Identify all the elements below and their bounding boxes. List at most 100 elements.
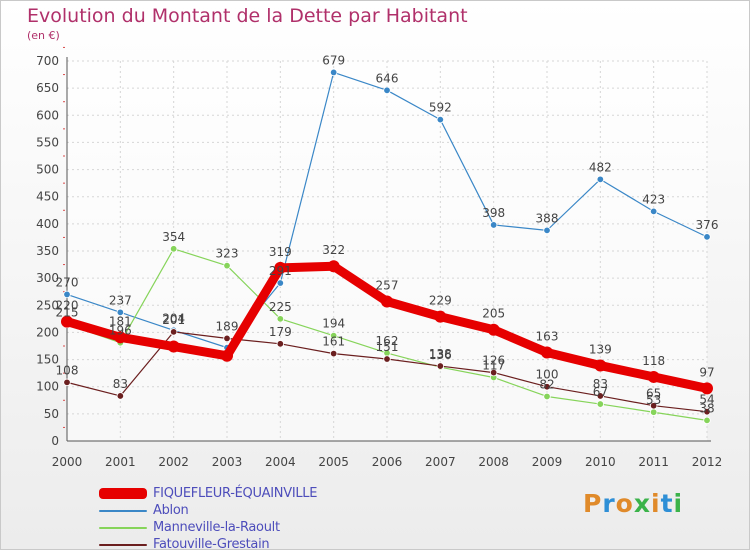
data-point-fatouville-grestain xyxy=(169,328,178,336)
y-tick-label: 650 xyxy=(36,81,59,95)
legend-swatch-ablon xyxy=(99,509,147,512)
legend-item-fatouville: Fatouville-Grestain xyxy=(99,536,317,553)
data-point-fatouville-grestain xyxy=(63,378,71,387)
data-label-fatouville-grestain: 179 xyxy=(269,325,292,339)
x-tick-label: 2007 xyxy=(425,455,456,469)
data-point-manneville-la-raoult xyxy=(329,331,338,340)
data-label-fiquefleur-e-quainville: 118 xyxy=(642,354,665,368)
data-point-ablon xyxy=(543,226,551,235)
data-label-manneville-la-raoult: 136 xyxy=(429,348,452,362)
data-label-fatouville-grestain: 108 xyxy=(56,363,79,377)
x-tick-label: 2003 xyxy=(212,455,243,469)
data-point-fiquefleur-e-quainville xyxy=(167,340,180,353)
legend-label-manneville: Manneville-la-Raoult xyxy=(153,519,280,535)
data-label-ablon: 592 xyxy=(429,101,452,115)
y-tick-label: 150 xyxy=(36,353,59,367)
logo-letter: o xyxy=(615,489,634,518)
y-tick-label: 300 xyxy=(36,271,59,285)
data-point-manneville-la-raoult xyxy=(169,245,178,253)
data-label-manneville-la-raoult: 196 xyxy=(109,324,132,338)
data-point-fatouville-grestain xyxy=(489,368,498,377)
y-tick-label: 50 xyxy=(44,407,59,421)
y-tick-label: 250 xyxy=(36,298,59,312)
data-label-fatouville-grestain: 201 xyxy=(162,313,185,327)
data-label-manneville-la-raoult: 38 xyxy=(699,401,714,415)
data-point-fatouville-grestain xyxy=(543,383,551,391)
data-point-fatouville-grestain xyxy=(116,392,125,400)
x-tick-label: 2000 xyxy=(52,455,83,469)
data-label-fatouville-grestain: 126 xyxy=(482,354,505,368)
y-tick-label: 600 xyxy=(36,108,59,122)
x-tick-label: 2006 xyxy=(372,455,403,469)
data-point-fiquefleur-e-quainville xyxy=(487,323,500,336)
legend-label-fiquefleur: FIQUEFLEUR-ÉQUAINVILLE xyxy=(153,485,318,501)
data-point-ablon xyxy=(276,279,285,287)
data-point-fatouville-grestain xyxy=(383,355,391,363)
data-label-fiquefleur-e-quainville: 319 xyxy=(269,245,292,259)
data-label-ablon: 204 xyxy=(162,311,185,325)
data-point-manneville-la-raoult xyxy=(543,392,551,401)
x-tick-label: 2009 xyxy=(532,455,563,469)
legend-swatch-fiquefleur xyxy=(99,488,147,499)
logo-letter: t xyxy=(660,489,674,518)
data-point-fiquefleur-e-quainville xyxy=(221,349,233,362)
chart-subtitle: (en €) xyxy=(27,29,60,42)
data-point-manneville-la-raoult xyxy=(596,400,605,408)
data-point-ablon xyxy=(489,221,498,229)
data-point-fiquefleur-e-quainville xyxy=(327,260,340,273)
legend-label-ablon: Ablon xyxy=(153,502,189,518)
x-tick-label: 2001 xyxy=(105,455,136,469)
data-point-ablon xyxy=(596,175,605,184)
data-label-fatouville-grestain: 189 xyxy=(216,319,239,333)
data-label-fatouville-grestain: 83 xyxy=(593,377,608,391)
chart-legend: FIQUEFLEUR-ÉQUAINVILLE Ablon Manneville-… xyxy=(99,485,317,553)
data-point-fiquefleur-e-quainville xyxy=(274,261,287,274)
data-label-fatouville-grestain: 161 xyxy=(322,335,345,349)
data-label-ablon: 423 xyxy=(642,192,665,206)
data-point-ablon xyxy=(649,207,658,216)
y-tick-label: 500 xyxy=(36,163,59,177)
y-tick-label: 450 xyxy=(36,190,59,204)
y-tick-label: 100 xyxy=(36,380,59,394)
data-label-ablon: 237 xyxy=(109,293,132,307)
data-label-manneville-la-raoult: 53 xyxy=(646,393,661,407)
data-point-fatouville-grestain xyxy=(436,362,445,370)
data-point-ablon xyxy=(703,233,711,241)
data-label-manneville-la-raoult: 82 xyxy=(539,377,554,391)
logo-letter: i xyxy=(673,489,684,518)
legend-item-manneville: Manneville-la-Raoult xyxy=(99,519,317,536)
data-label-fiquefleur-e-quainville: 257 xyxy=(376,278,399,292)
x-tick-label: 2011 xyxy=(638,455,669,469)
data-label-fiquefleur-e-quainville: 205 xyxy=(482,307,505,321)
data-point-fatouville-grestain xyxy=(223,334,231,343)
data-point-fiquefleur-e-quainville xyxy=(594,359,607,372)
y-tick-label: 350 xyxy=(36,244,59,258)
logo-letter: r xyxy=(602,489,616,518)
logo-letter: x xyxy=(633,489,651,518)
data-point-fiquefleur-e-quainville xyxy=(647,370,660,383)
data-label-ablon: 388 xyxy=(536,211,559,225)
data-label-fatouville-grestain: 138 xyxy=(429,347,452,361)
data-label-manneville-la-raoult: 117 xyxy=(482,358,505,372)
chart-title: Evolution du Montant de la Dette par Hab… xyxy=(27,5,468,27)
logo-letter: P xyxy=(583,489,603,518)
data-label-fatouville-grestain: 83 xyxy=(113,377,128,391)
y-tick-label: 400 xyxy=(36,217,59,231)
data-label-manneville-la-raoult: 67 xyxy=(593,385,608,399)
legend-swatch-manneville xyxy=(99,526,147,529)
data-label-ablon: 398 xyxy=(482,206,505,220)
x-tick-label: 2005 xyxy=(318,455,349,469)
data-label-ablon: 646 xyxy=(376,71,399,85)
data-label-fatouville-grestain: 151 xyxy=(376,340,399,354)
data-point-manneville-la-raoult xyxy=(649,408,658,416)
legend-label-fatouville: Fatouville-Grestain xyxy=(153,536,270,552)
data-label-fiquefleur-e-quainville: 97 xyxy=(699,365,714,379)
data-point-manneville-la-raoult xyxy=(223,261,231,270)
data-point-ablon xyxy=(63,290,71,299)
data-label-ablon: 376 xyxy=(696,218,719,232)
legend-item-ablon: Ablon xyxy=(99,502,317,519)
data-point-manneville-la-raoult xyxy=(276,315,285,323)
data-label-fiquefleur-e-quainville: 181 xyxy=(109,314,132,328)
